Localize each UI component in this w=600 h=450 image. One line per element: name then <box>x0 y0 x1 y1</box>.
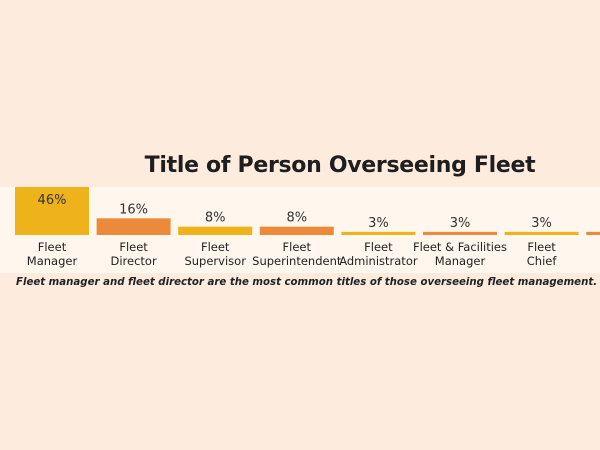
category-label: Manager <box>435 254 486 268</box>
bar-chart: 46%FleetManager16%FleetDirector8%FleetSu… <box>15 187 600 268</box>
bar-value-label: 3% <box>450 216 471 231</box>
category-label: Fleet <box>38 240 67 254</box>
bar <box>423 231 497 235</box>
bar <box>341 231 416 235</box>
category-label: Fleet <box>283 240 312 254</box>
category-label: Fleet & Facilities <box>413 240 507 254</box>
bar <box>586 231 600 235</box>
bar <box>259 226 334 235</box>
bar <box>96 218 171 235</box>
bar-value-label: 3% <box>531 216 552 231</box>
category-label: Fleet <box>527 240 556 254</box>
bar-value-label: 8% <box>286 211 307 226</box>
category-label: Supervisor <box>184 254 246 268</box>
category-label: Director <box>110 254 156 268</box>
chart-panel: 46% Fleet Manager 16% Fleet Director 8% Fleet Su… <box>0 187 600 273</box>
bar-value-label: 3% <box>368 216 389 231</box>
category-label: Administrator <box>339 254 418 268</box>
category-label: Fleet <box>201 240 230 254</box>
chart-title: Title of Person Overseeing Fleet <box>144 153 536 178</box>
bar-value-label: 16% <box>119 202 148 217</box>
chart-caption: Fleet manager and fleet director are the… <box>16 277 598 288</box>
category-label: Fleet <box>119 240 148 254</box>
bar-value-label: 8% <box>205 211 226 226</box>
category-label: Superintendent <box>252 254 342 268</box>
category-label: Manager <box>27 254 78 268</box>
category-label: Chief <box>527 254 558 268</box>
bar-value-label: 46% <box>38 193 67 208</box>
bar <box>15 187 89 235</box>
bar <box>504 231 579 235</box>
category-label: Fleet <box>364 240 393 254</box>
bar <box>178 226 253 235</box>
